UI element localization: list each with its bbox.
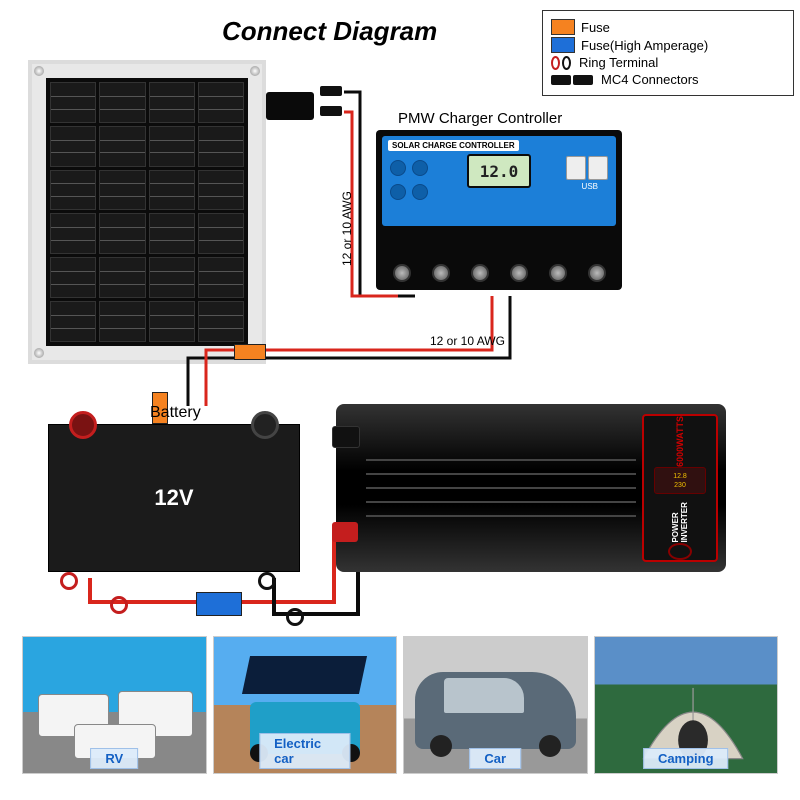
terminal[interactable] [588, 264, 606, 282]
controller-display: 12.0 [467, 154, 531, 188]
inverter-screen: 12.8 230 [654, 467, 706, 494]
gallery-car: Car [403, 636, 588, 774]
ring-terminal-black [258, 572, 276, 590]
controller-faceplate: SOLAR CHARGE CONTROLLER 12.0 USB [382, 136, 616, 226]
usb-port[interactable] [566, 156, 586, 180]
battery-terminal-neg [251, 411, 279, 439]
terminal[interactable] [432, 264, 450, 282]
battery-caption: Battery [150, 404, 201, 422]
inverter-vents [366, 487, 636, 489]
controller-button[interactable] [390, 160, 406, 176]
inverter-label: POWER INVERTER [671, 494, 689, 543]
terminal[interactable] [393, 264, 411, 282]
controller-header: SOLAR CHARGE CONTROLLER [388, 140, 519, 151]
controller-caption: PMW Charger Controller [398, 110, 562, 127]
ring-terminal-red [60, 572, 78, 590]
inverter-readout: 12.8 [673, 473, 687, 480]
inverter-wattage: 6000WATTS [675, 416, 685, 467]
fuse-blue [196, 592, 242, 616]
inverter-clamp-red [332, 522, 358, 542]
inverter-front-panel: 6000WATTS 12.8 230 POWER INVERTER [642, 414, 718, 562]
diagram-canvas: Connect Diagram Fuse Fuse(High Amperage)… [0, 0, 800, 800]
gallery-caption: Electric car [259, 733, 350, 769]
inverter-clamp-black [332, 426, 360, 448]
usb-port[interactable] [588, 156, 608, 180]
mini-panel [242, 656, 367, 694]
battery-terminal-pos [69, 411, 97, 439]
fuse-orange [234, 344, 266, 360]
charge-controller: SOLAR CHARGE CONTROLLER 12.0 USB [376, 130, 622, 290]
gallery-caption: RV [90, 748, 138, 769]
usb-label: USB [582, 182, 598, 191]
controller-terminals [382, 234, 616, 282]
gallery-electric-car: Electric car [213, 636, 398, 774]
awg-label-vertical: 12 or 10 AWG [340, 191, 354, 266]
battery-voltage: 12V [154, 485, 193, 511]
inverter-readout: 230 [674, 482, 686, 489]
gallery-caption: Camping [643, 748, 729, 769]
terminal[interactable] [510, 264, 528, 282]
terminal[interactable] [549, 264, 567, 282]
power-inverter: 6000WATTS 12.8 230 POWER INVERTER [336, 404, 726, 572]
gallery-camping: Camping [594, 636, 779, 774]
ring-terminal-red [110, 596, 128, 614]
terminal[interactable] [471, 264, 489, 282]
battery: 12V [48, 424, 300, 572]
gallery-rv: RV [22, 636, 207, 774]
inverter-outlet[interactable] [668, 543, 692, 560]
gallery-caption: Car [469, 748, 521, 769]
ring-terminal-black [286, 608, 304, 626]
controller-button[interactable] [412, 184, 428, 200]
awg-label-horizontal: 12 or 10 AWG [430, 334, 505, 348]
controller-button[interactable] [412, 160, 428, 176]
controller-button[interactable] [390, 184, 406, 200]
use-case-gallery: RV Electric car Car Camping [22, 636, 778, 774]
